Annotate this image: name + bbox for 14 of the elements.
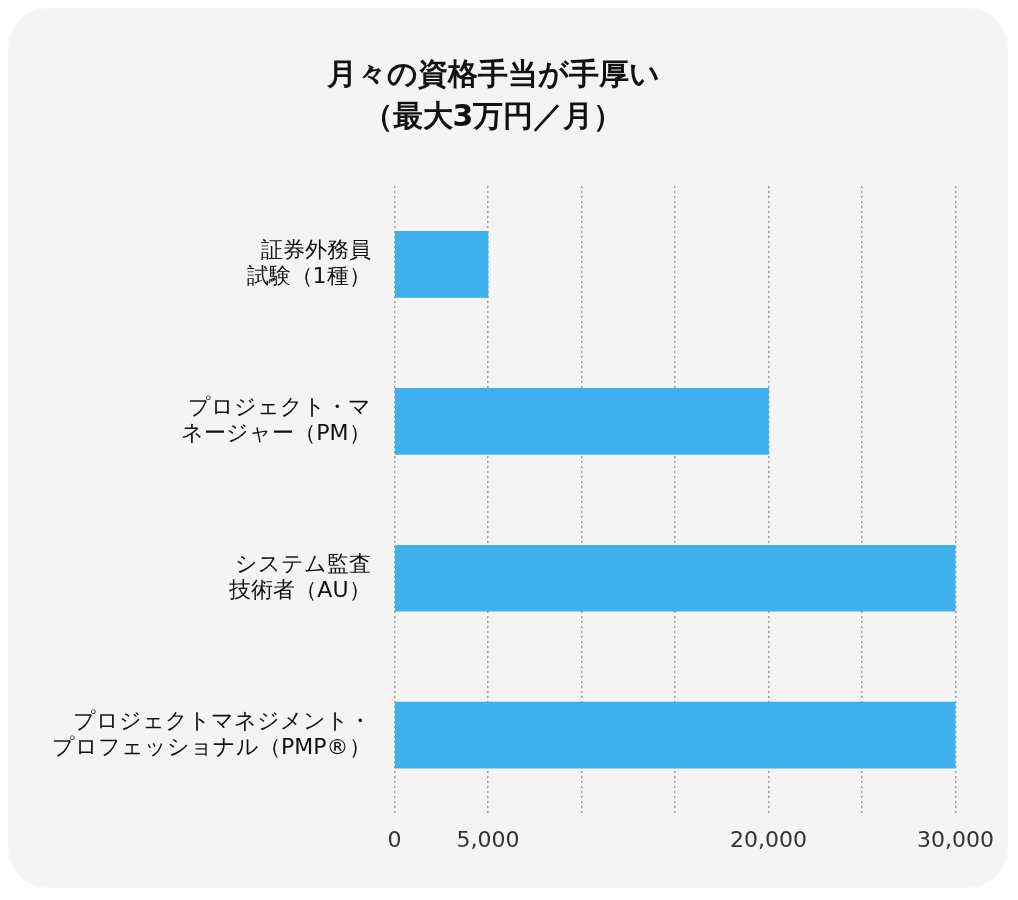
bar <box>394 544 956 612</box>
y-tick-label: プロジェクトマネジメント・プロフェッショナル（PMP®） <box>52 707 371 760</box>
bar <box>394 231 489 298</box>
chart-title: 月々の資格手当が手厚い <box>325 55 660 91</box>
x-tick-label: 20,000 <box>730 826 807 852</box>
y-tick-label: プロジェクト・マネージャー（PM） <box>181 393 371 446</box>
bar <box>394 388 769 455</box>
x-tick-label: 0 <box>387 826 402 852</box>
x-tick-label: 30,000 <box>917 826 994 852</box>
chart-subtitle: （最大3万円／月） <box>362 97 624 133</box>
y-tick-label: 証券外務員試験（1種） <box>246 236 371 289</box>
x-tick-label: 5,000 <box>456 826 520 852</box>
y-tick-label: システム監査技術者（AU） <box>228 550 371 603</box>
bar <box>394 701 956 769</box>
